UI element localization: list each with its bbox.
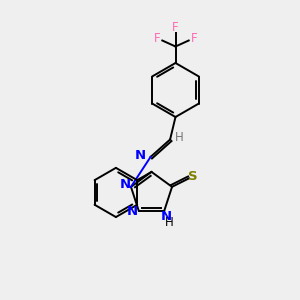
Text: F: F — [172, 21, 179, 34]
Text: F: F — [154, 32, 160, 45]
Text: F: F — [191, 32, 197, 45]
Text: H: H — [175, 130, 184, 144]
Text: S: S — [188, 170, 198, 183]
Text: N: N — [135, 149, 146, 162]
Text: H: H — [165, 216, 173, 229]
Text: N: N — [127, 205, 138, 218]
Text: N: N — [120, 178, 131, 191]
Text: N: N — [160, 210, 172, 223]
